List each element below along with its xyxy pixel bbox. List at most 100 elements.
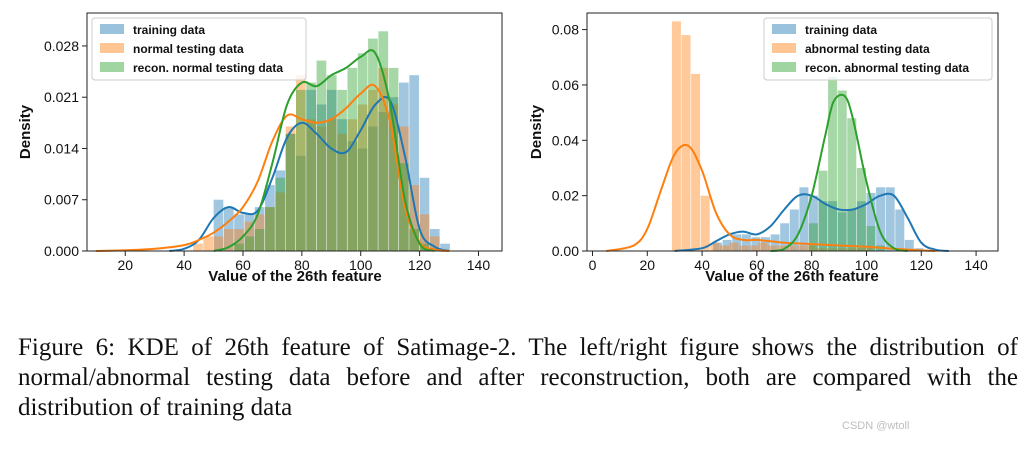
y-tick-label: 0.028	[44, 38, 79, 54]
figure: 20 40 60 80 100 120 140 0.0000.0070.0140.0210.…	[17, 12, 999, 285]
y-tick-label: 0.00	[552, 243, 579, 259]
hist-bar-series-1	[681, 35, 691, 251]
left-kde-lines	[95, 49, 450, 252]
hist-bar-series-0	[828, 201, 838, 251]
hist-bar-series-1	[193, 243, 203, 251]
x-tick-label: 80	[804, 257, 820, 273]
hist-bar-series-0	[761, 237, 770, 251]
hist-bar-series-1	[787, 245, 796, 251]
hist-bar-series-2	[265, 207, 275, 251]
figure-caption: Figure 6: KDE of 26th feature of Satimag…	[18, 334, 1018, 421]
hist-bar-series-2	[808, 223, 818, 251]
x-tick-label: 120	[408, 257, 432, 273]
hist-bar-series-1	[719, 245, 729, 251]
hist-bar-series-0	[296, 155, 306, 251]
hist-bar-series-1	[275, 192, 286, 251]
hist-bar-series-1	[285, 126, 296, 251]
hist-bar-series-2	[296, 89, 306, 252]
hist-bar-series-0	[713, 242, 722, 251]
legend-label-normal: normal testing data	[133, 42, 244, 56]
right-kde-lines	[606, 93, 949, 252]
kde-line-series-2	[213, 49, 435, 252]
hist-bar-series-0	[265, 185, 275, 251]
hist-bar-series-1	[835, 248, 844, 251]
hist-bar-series-0	[722, 239, 732, 251]
x-tick-label: 60	[235, 257, 251, 273]
kde-line-series-0	[169, 95, 450, 252]
y-tick-label: 0.014	[44, 140, 79, 156]
hist-bar-series-2	[347, 67, 358, 252]
left-chart: 20 40 60 80 100 120 140 0.0000.0070.0140.0210.…	[17, 12, 503, 285]
hist-bar-series-0	[326, 89, 337, 252]
left-legend: training data normal testing data recon.…	[91, 17, 307, 81]
left-y-axis-label: Density	[17, 104, 34, 159]
hist-bar-series-1	[854, 248, 864, 251]
hist-bar-series-1	[806, 245, 816, 251]
x-tick-label: 20	[639, 257, 655, 273]
hist-bar-series-0	[388, 97, 399, 251]
hist-bar-series-1	[326, 119, 337, 251]
hist-bar-series-1	[748, 245, 758, 251]
hist-bar-series-1	[223, 229, 234, 251]
hist-bar-series-1	[306, 119, 316, 251]
hist-bar-series-0	[244, 214, 255, 251]
left-y-ticks: 0.000 0.007 0.014 0.021 0.028	[44, 38, 87, 259]
hist-bar-series-1	[844, 248, 854, 251]
hist-bar-series-0	[856, 201, 866, 251]
hist-bar-series-0	[780, 223, 790, 251]
right-y-axis-label: Density	[528, 104, 545, 159]
kde-line-series-0	[674, 192, 949, 252]
x-tick-label: 40	[176, 257, 192, 273]
hist-bar-series-2	[234, 243, 244, 251]
hist-bar-series-0	[818, 201, 828, 251]
hist-bar-series-0	[368, 126, 378, 251]
hist-bar-series-1	[265, 207, 275, 251]
legend-label-training: training data	[805, 23, 877, 37]
hist-bar-series-2	[306, 82, 316, 251]
hist-bar-series-2	[866, 226, 876, 251]
hist-bar-series-0	[234, 214, 244, 251]
hist-bar-series-2	[847, 118, 857, 251]
hist-bar-series-2	[337, 89, 347, 252]
y-tick-label: 0.021	[44, 89, 79, 105]
hist-bar-series-1	[691, 73, 701, 252]
hist-bar-series-1	[388, 104, 399, 251]
hist-bar-series-0	[895, 209, 905, 251]
hist-bar-series-1	[671, 21, 681, 251]
y-tick-label: 0.007	[44, 192, 79, 208]
hist-bar-series-1	[825, 248, 835, 251]
right-y-ticks: 0.00 0.02 0.04 0.06 0.08	[552, 22, 587, 259]
hist-bar-series-0	[337, 119, 347, 251]
hist-bar-series-1	[777, 245, 787, 251]
hist-bar-series-2	[244, 236, 255, 251]
y-tick-label: 0.06	[552, 77, 579, 93]
hist-bar-series-1	[815, 248, 825, 251]
left-x-ticks: 20 40 60 80 100 120 140	[117, 251, 490, 273]
hist-bar-series-0	[409, 75, 419, 251]
left-x-axis-label: Value of the 26th feature	[208, 268, 381, 285]
x-tick-label: 60	[749, 257, 765, 273]
hist-bar-series-0	[885, 187, 895, 251]
hist-bar-series-0	[306, 89, 316, 252]
hist-bar-series-2	[368, 38, 378, 251]
hist-bar-series-2	[856, 168, 866, 251]
hist-bar-series-1	[409, 185, 419, 251]
y-tick-label: 0.04	[552, 132, 579, 148]
legend-swatch-recon	[100, 62, 124, 72]
hist-bar-series-1	[254, 214, 265, 251]
x-tick-label: 120	[910, 257, 934, 273]
hist-bar-series-0	[316, 104, 327, 251]
hist-bar-series-0	[789, 209, 799, 251]
hist-bar-series-2	[357, 53, 368, 251]
legend-swatch-training	[100, 24, 124, 34]
hist-bar-series-0	[751, 237, 761, 251]
kde-line-series-2	[770, 93, 908, 252]
hist-bar-series-0	[876, 187, 886, 251]
hist-bar-series-0	[904, 239, 914, 251]
hist-bar-series-1	[700, 195, 710, 251]
hist-bar-series-2	[837, 90, 847, 251]
hist-bar-series-2	[388, 67, 399, 252]
hist-bar-series-0	[866, 192, 876, 251]
x-tick-label: 0	[589, 257, 597, 273]
x-tick-label: 20	[117, 257, 133, 273]
